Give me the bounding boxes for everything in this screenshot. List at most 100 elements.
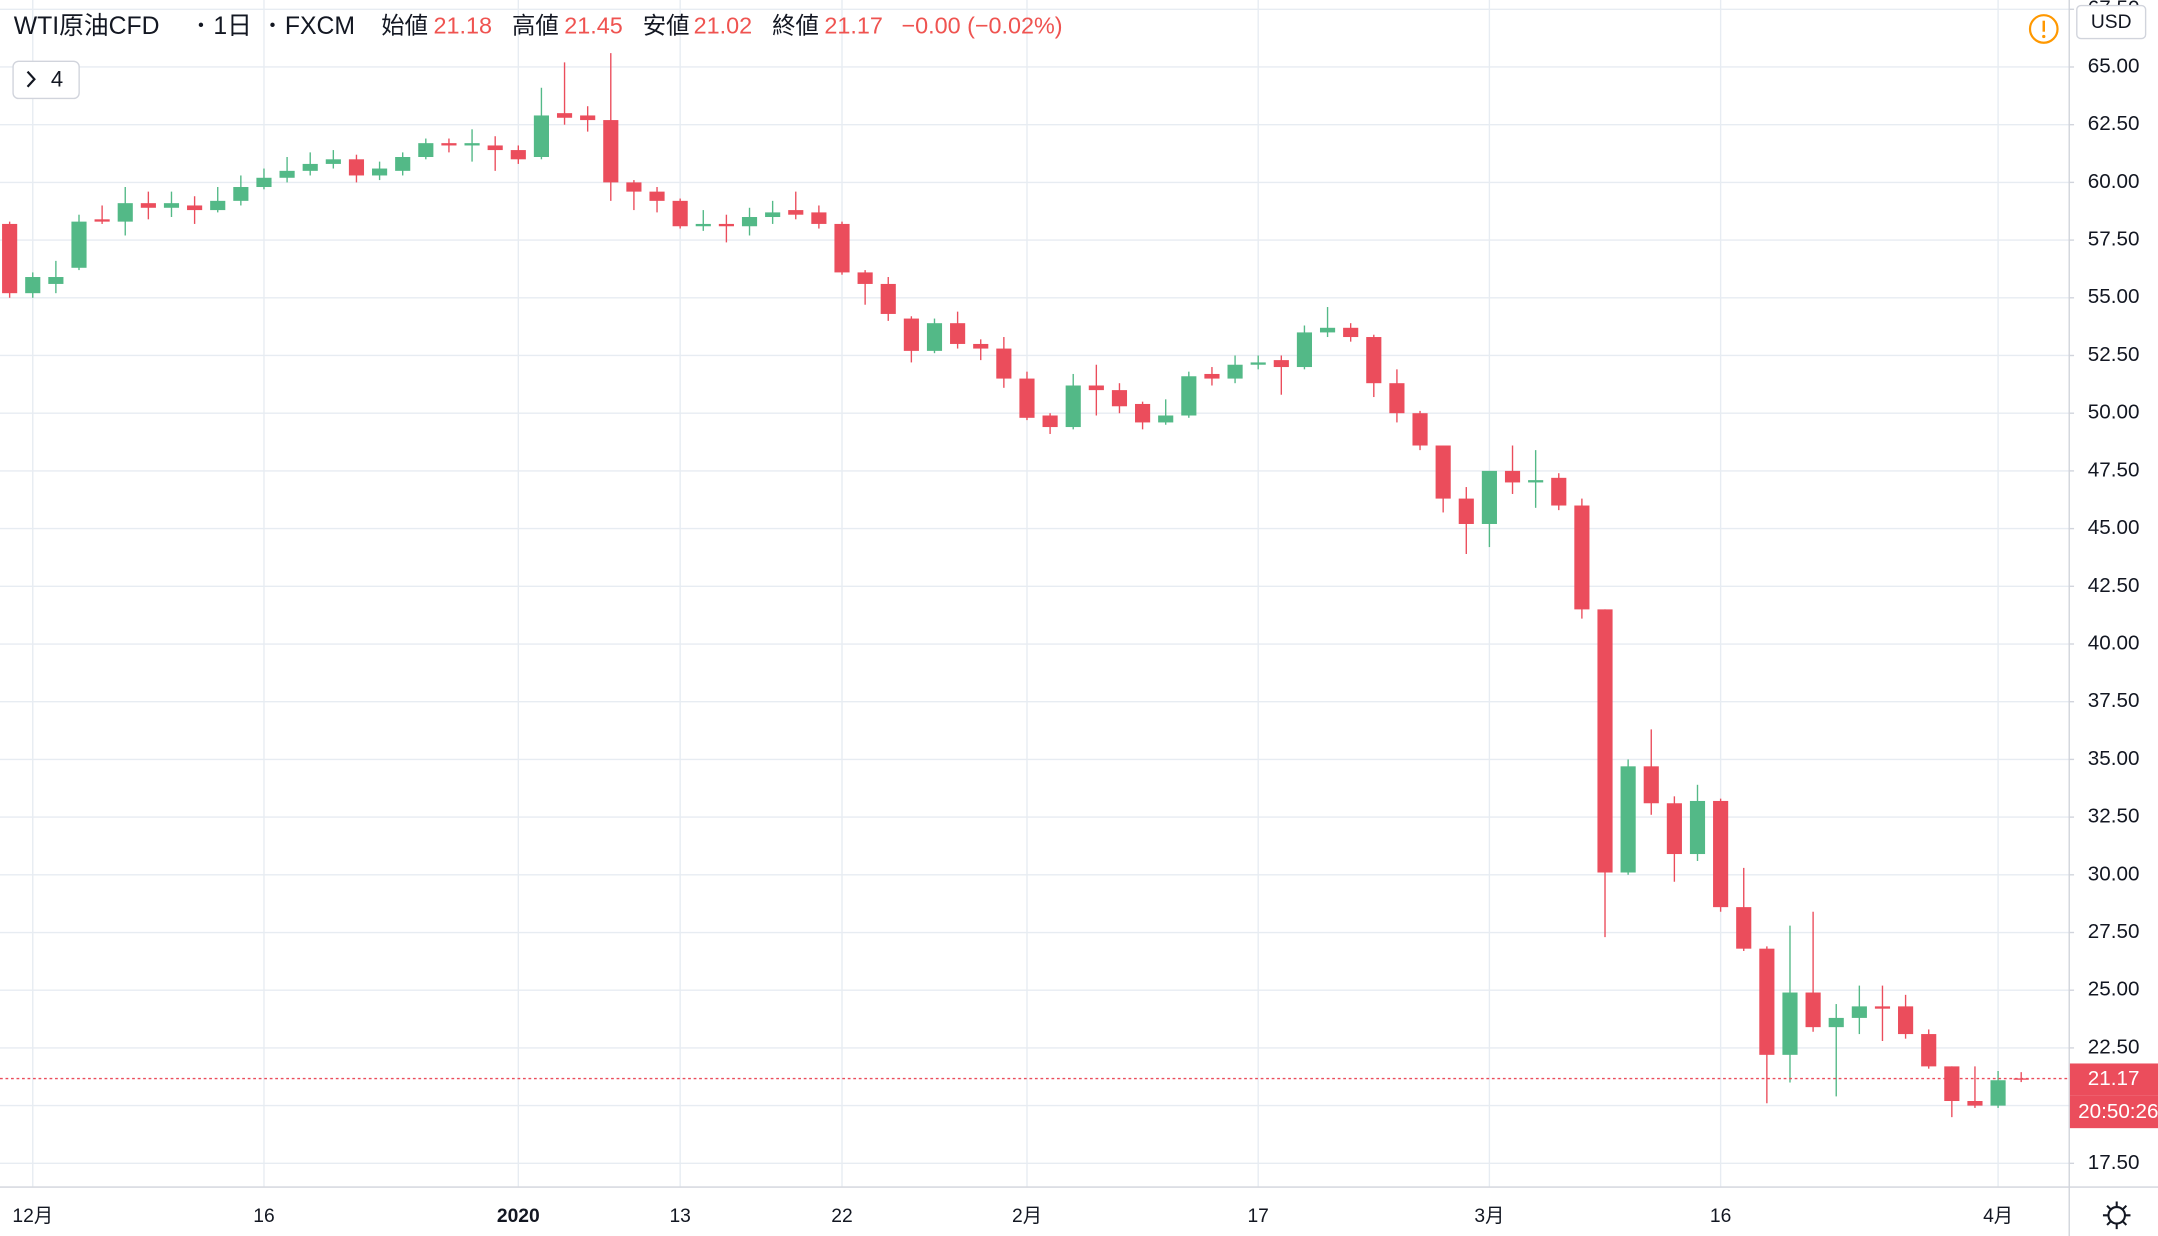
candle-body: [1111, 390, 1128, 407]
candle-body: [1620, 766, 1636, 873]
countdown-box: [2069, 1095, 2158, 1129]
candle-body: [1088, 385, 1104, 391]
y-tick-label: 52.50: [2088, 343, 2140, 366]
candle-body: [996, 348, 1012, 379]
candle-body: [950, 323, 966, 344]
candle-body: [325, 159, 341, 164]
y-tick-label: 65.00: [2088, 54, 2140, 77]
candle-body: [187, 205, 203, 211]
alert-icon[interactable]: [2028, 14, 2059, 44]
y-tick-label: 50.00: [2088, 401, 2140, 424]
candle-body: [1296, 332, 1313, 368]
x-tick-label: 4月: [1983, 1206, 2013, 1227]
candle-body: [1666, 803, 1682, 855]
candle-body: [718, 223, 734, 227]
candle-body: [1273, 360, 1289, 368]
candle-body: [1874, 1006, 1891, 1009]
candle-body: [1551, 477, 1567, 506]
low-value: 21.02: [694, 13, 753, 39]
candle-body: [1898, 1006, 1914, 1035]
y-tick-label: 35.00: [2088, 747, 2140, 770]
overlay: USD 21.17 20:50:26: [2069, 4, 2158, 1230]
settings-icon[interactable]: [2102, 1201, 2131, 1230]
candle-body: [1227, 364, 1243, 379]
y-tick-label: 22.50: [2088, 1035, 2140, 1058]
candle-body: [765, 212, 781, 218]
candle-body: [1805, 992, 1821, 1028]
currency[interactable]: USD: [2091, 12, 2132, 33]
x-tick-label: 16: [253, 1206, 274, 1227]
candle-body: [1736, 907, 1752, 949]
candle-body: [233, 187, 249, 201]
x-tick-label: 22: [831, 1206, 852, 1227]
candle-body: [1528, 480, 1544, 483]
candle-body: [1713, 800, 1729, 908]
change: −0.00 (−0.02%): [901, 13, 1062, 39]
candle-body: [556, 113, 573, 118]
y-tick-label: 45.00: [2088, 516, 2140, 539]
candle-body: [1782, 992, 1798, 1055]
x-tick-label: 17: [1247, 1206, 1268, 1227]
candle-body: [71, 221, 87, 268]
candle-body: [1158, 415, 1174, 423]
candle-body: [25, 277, 41, 294]
candle-body: [1019, 378, 1035, 418]
candle-body: [48, 277, 64, 284]
candle-body: [973, 343, 989, 349]
last-price-label: 21.17: [2088, 1067, 2140, 1090]
candle-body: [2, 223, 18, 294]
candle-body: [580, 115, 596, 121]
x-tick-label: 3月: [1474, 1206, 1504, 1227]
y-tick-label: 62.50: [2088, 112, 2140, 135]
y-tick-label: 55.00: [2088, 285, 2140, 308]
y-tick-label: 37.50: [2088, 689, 2140, 712]
x-tick-label: 13: [669, 1206, 690, 1227]
candle-body: [395, 157, 411, 171]
candle-body: [1504, 470, 1521, 483]
candle-body: [1481, 470, 1497, 524]
indicators-button[interactable]: 4: [12, 60, 80, 100]
candle-body: [626, 182, 642, 192]
alert-dot[interactable]: [2042, 34, 2046, 39]
indicators-count[interactable]: 4: [51, 66, 63, 91]
x-tick-label: 2020: [497, 1206, 540, 1227]
candle-body: [1828, 1017, 1844, 1028]
y-tick-label: 40.00: [2088, 631, 2140, 654]
separator: [270, 22, 275, 28]
candle-body: [1689, 800, 1706, 855]
header: WTI原油CFD 1日 FXCM 始値 21.18 高値 21.45 安値 21…: [12, 12, 2059, 100]
candle-body: [1990, 1080, 2006, 1106]
y-tick-label: 47.50: [2088, 458, 2140, 481]
candle-body: [926, 323, 943, 351]
gear-teeth[interactable]: [2102, 1201, 2131, 1230]
high-label: 高値: [512, 13, 559, 39]
candle-body: [788, 210, 804, 215]
button-frame[interactable]: [12, 60, 80, 100]
candle-body: [1435, 445, 1451, 499]
candle-body: [1597, 609, 1613, 873]
candle-body: [372, 168, 388, 176]
candle-body: [279, 170, 295, 178]
candle-body: [880, 283, 896, 314]
y-tick-label: 32.50: [2088, 805, 2140, 828]
currency-box[interactable]: [2076, 4, 2147, 40]
candle-body: [1851, 1006, 1867, 1018]
close-label: 終値: [772, 13, 819, 39]
y-tick-label: 42.50: [2088, 574, 2140, 597]
candle-body: [834, 223, 850, 273]
y-tick-label: 17.50: [2088, 1151, 2140, 1174]
candle-body: [418, 143, 434, 158]
y-tick-label: 30.00: [2088, 862, 2140, 885]
candle-body: [1759, 948, 1775, 1055]
candle-body: [1412, 413, 1428, 446]
open-value: 21.18: [434, 13, 492, 39]
candle-body: [741, 217, 758, 227]
candle-body: [1921, 1034, 1937, 1067]
candle-body: [210, 200, 226, 211]
countdown-label: 20:50:26: [2078, 1100, 2158, 1123]
candle-body: [441, 143, 457, 146]
chevron-icon[interactable]: [26, 70, 36, 88]
